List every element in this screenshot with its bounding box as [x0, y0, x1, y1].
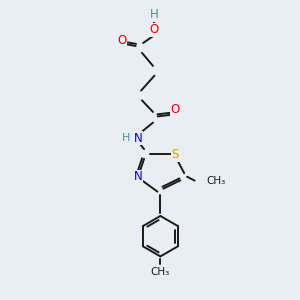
Text: H: H [150, 8, 159, 21]
Text: N: N [134, 132, 142, 145]
Text: CH₃: CH₃ [206, 176, 226, 186]
Text: N: N [134, 170, 142, 183]
Text: CH₃: CH₃ [151, 267, 170, 277]
Text: H: H [122, 133, 130, 143]
Text: O: O [150, 23, 159, 36]
Text: O: O [171, 103, 180, 116]
Text: O: O [117, 34, 126, 46]
Text: S: S [172, 148, 179, 161]
